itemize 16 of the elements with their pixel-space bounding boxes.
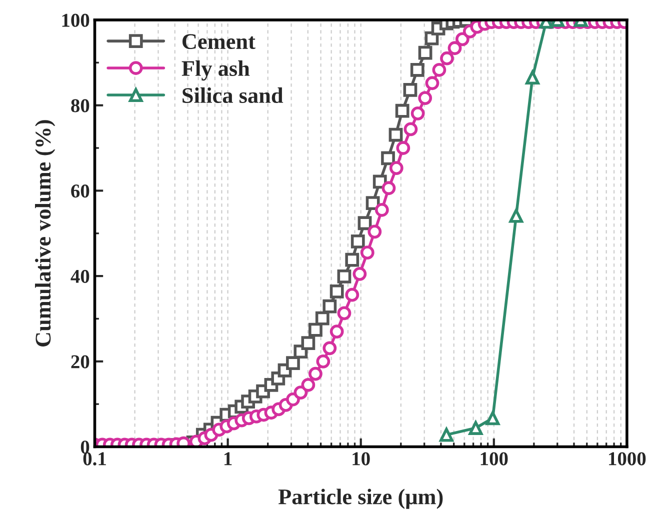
- legend-label: Silica sand: [182, 87, 284, 104]
- y-tick-label: 100: [62, 14, 90, 27]
- y-tick-label: 20: [71, 355, 90, 368]
- x-axis-title: Particle size (μm): [278, 488, 443, 509]
- legend-label: Cement: [182, 34, 256, 50]
- y-tick-label: 40: [70, 270, 90, 283]
- y-tick-label: 80: [71, 99, 90, 112]
- legend-label: Fly ash: [182, 60, 250, 81]
- x-tick-label: 0.1: [83, 452, 106, 466]
- x-tick-label: 100: [480, 452, 508, 466]
- x-tick-label: 1000: [609, 452, 646, 466]
- y-axis-title: Cumulative volume (%): [35, 120, 56, 346]
- y-tick-label: 60: [71, 184, 90, 198]
- x-tick-label: 10: [352, 452, 370, 466]
- x-tick-label: 1: [224, 452, 232, 466]
- y-tick-label: 0: [80, 440, 90, 454]
